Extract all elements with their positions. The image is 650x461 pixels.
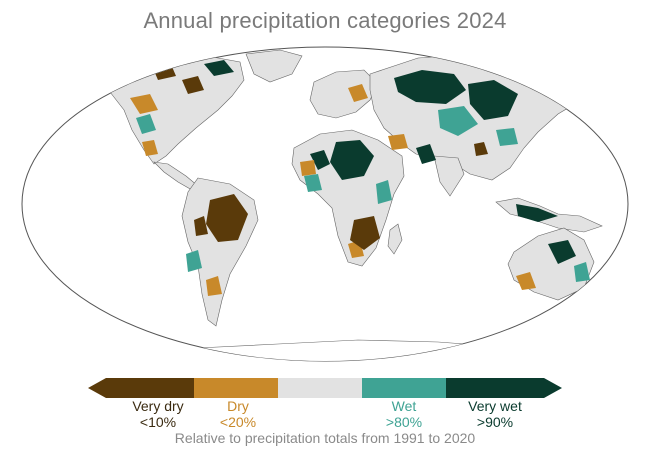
- legend-label-very-wet: Very wet >90%: [446, 398, 544, 430]
- legend-very-dry-name: Very dry: [132, 398, 184, 414]
- world-map: [21, 46, 629, 362]
- very-dry-asia: [474, 142, 488, 156]
- legend-arrow-left: [88, 378, 106, 398]
- wet-china: [496, 128, 518, 146]
- wet-australia-east: [574, 262, 590, 282]
- land-new-zealand: [597, 283, 613, 311]
- dry-brazil-south: [206, 276, 222, 296]
- legend-label-wet: Wet >80%: [362, 398, 446, 430]
- very-wet-canada: [204, 60, 234, 76]
- very-wet-indonesia: [516, 204, 558, 222]
- very-dry-south-america-west: [194, 216, 208, 236]
- legend-dry-threshold: <20%: [219, 414, 257, 430]
- legend-swatch-very-wet: [446, 378, 544, 398]
- land-india: [433, 155, 465, 197]
- very-dry-brazil: [206, 194, 248, 242]
- dry-europe: [348, 84, 368, 102]
- legend-very-dry-threshold: <10%: [139, 414, 177, 430]
- legend-label-very-dry: Very dry <10%: [108, 398, 208, 430]
- dry-us: [130, 94, 158, 114]
- wet-central-asia: [438, 106, 478, 136]
- legend-bar: [88, 378, 562, 398]
- legend-label-dry: Dry <20%: [196, 398, 280, 430]
- dry-middle-east: [388, 134, 408, 150]
- very-wet-siberia: [394, 70, 466, 104]
- legend-arrow-right: [544, 378, 562, 398]
- very-wet-sahel: [310, 150, 330, 170]
- dry-west-africa: [300, 160, 316, 176]
- legend-wet-name: Wet: [391, 398, 417, 414]
- dry-mexico: [142, 140, 158, 156]
- legend-swatch-dry: [194, 378, 278, 398]
- very-wet-east-asia: [468, 80, 518, 120]
- very-wet-australia: [548, 240, 576, 264]
- map-title: Annual precipitation categories 2024: [143, 8, 507, 33]
- legend-wet-threshold: >80%: [385, 414, 423, 430]
- land-madagascar: [387, 223, 403, 255]
- legend-swatch-very-dry: [106, 378, 194, 398]
- legend-very-wet-name: Very wet: [468, 398, 522, 414]
- dry-australia-south: [516, 272, 536, 290]
- wet-west-africa: [304, 174, 322, 192]
- very-wet-central-africa: [330, 140, 374, 180]
- legend-swatch-normal: [278, 378, 362, 398]
- land-greenland: [245, 49, 303, 83]
- wet-north-america: [136, 114, 156, 134]
- very-wet-india: [416, 144, 436, 164]
- wet-east-africa: [376, 180, 392, 204]
- very-dry-canada: [182, 76, 204, 94]
- wet-south-america: [186, 250, 202, 272]
- legend-dry-name: Dry: [227, 398, 249, 414]
- very-wet-alaska: [114, 62, 144, 80]
- very-dry-southern-africa: [350, 216, 380, 250]
- legend-swatch-wet: [362, 378, 446, 398]
- reference-note: Relative to precipitation totals from 19…: [174, 430, 476, 446]
- legend-very-wet-threshold: >90%: [476, 414, 514, 430]
- land-europe: [309, 69, 379, 119]
